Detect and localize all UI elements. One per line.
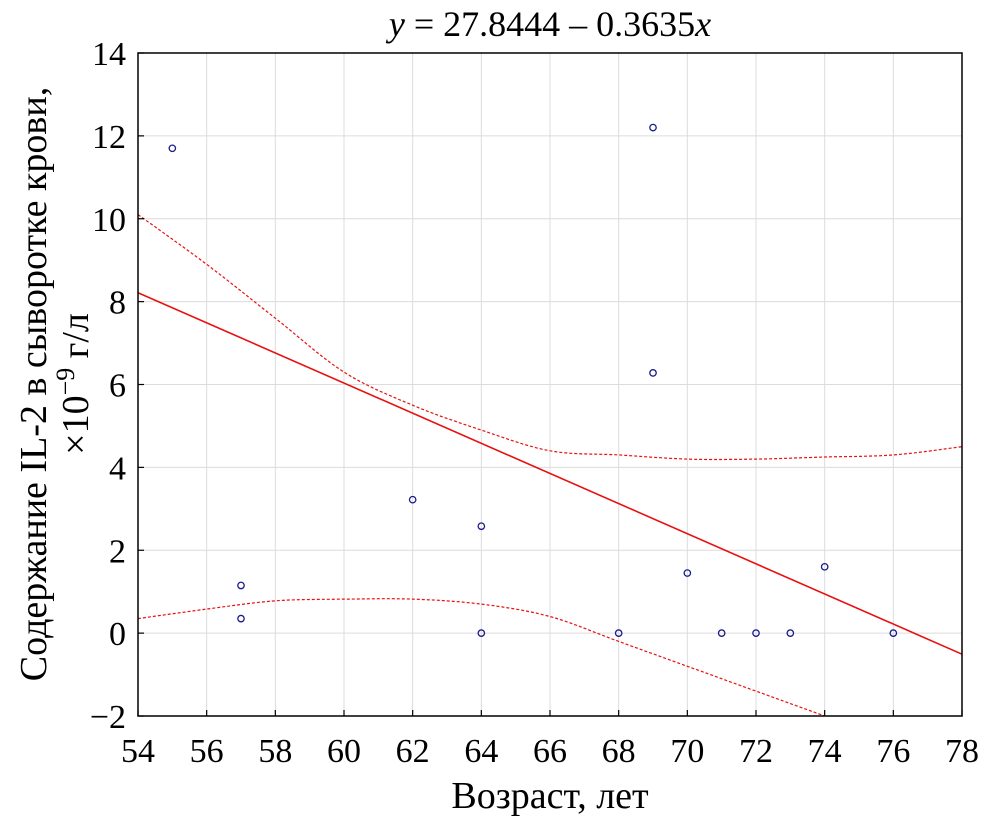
data-point — [237, 614, 245, 623]
confidence-band-upper — [138, 214, 962, 461]
data-point — [477, 629, 486, 637]
x-tick-label: 62 — [396, 733, 430, 770]
x-tick-label: 78 — [945, 733, 979, 770]
y-tick-label: 10 — [92, 202, 126, 239]
data-point — [649, 123, 657, 132]
y-tick-label: −2 — [90, 699, 126, 736]
x-tick-label: 70 — [670, 733, 704, 770]
title-x-variable: x — [694, 4, 711, 44]
data-point — [237, 581, 245, 590]
x-tick-label: 68 — [602, 733, 636, 770]
data-point — [752, 629, 760, 637]
x-tick-label: 56 — [190, 733, 224, 770]
title-y-variable: y — [386, 4, 405, 44]
y-axis-label-line1: Содержание IL-2 в сыворотке крови, — [13, 87, 55, 681]
y-tick-label: 8 — [109, 285, 126, 322]
data-point — [820, 562, 829, 571]
x-tick-label: 54 — [121, 733, 155, 770]
data-point — [649, 369, 657, 377]
y-tick-label: 4 — [109, 450, 126, 487]
plot-area — [138, 123, 962, 716]
x-tick-label: 76 — [876, 733, 910, 770]
y-axis-label-exponent: −9 — [51, 368, 80, 396]
x-tick-label: 64 — [464, 733, 498, 770]
x-tick-label: 58 — [258, 733, 292, 770]
data-point — [168, 144, 177, 153]
x-axis-ticks: 54 56 58 60 62 64 66 68 70 72 74 76 78 — [121, 710, 979, 770]
y-tick-label: 0 — [109, 616, 126, 653]
y-tick-label: 12 — [92, 119, 126, 156]
x-tick-label: 60 — [327, 733, 361, 770]
regression-line — [138, 291, 962, 655]
data-point — [717, 629, 726, 637]
chart-title: y = 27.8444 – 0.3635x — [386, 4, 711, 44]
x-tick-label: 72 — [739, 733, 773, 770]
x-tick-label: 74 — [808, 733, 842, 770]
data-point — [683, 569, 692, 577]
y-axis-ticks: −2 0 2 4 6 8 10 12 14 — [90, 36, 144, 736]
y-axis-label: Содержание IL-2 в сыворотке крови, ×10−9… — [13, 87, 97, 681]
title-equation: = 27.8444 – 0.3635 — [405, 4, 695, 44]
y-axis-label-line2: ×10−9 г/л — [51, 313, 98, 455]
y-tick-label: 6 — [109, 368, 126, 405]
data-points — [168, 123, 898, 637]
y-tick-label: 14 — [92, 36, 126, 73]
grid — [138, 53, 962, 716]
data-point — [889, 629, 898, 637]
data-point — [408, 495, 417, 504]
y-axis-label-unit: г/л — [55, 313, 97, 368]
data-point — [614, 629, 623, 637]
y-axis-label-prefix: ×10 — [55, 395, 97, 454]
x-tick-label: 66 — [533, 733, 567, 770]
y-tick-label: 2 — [109, 533, 126, 570]
x-axis-label: Возраст, лет — [451, 775, 649, 817]
data-point — [786, 629, 795, 637]
data-point — [477, 522, 486, 531]
